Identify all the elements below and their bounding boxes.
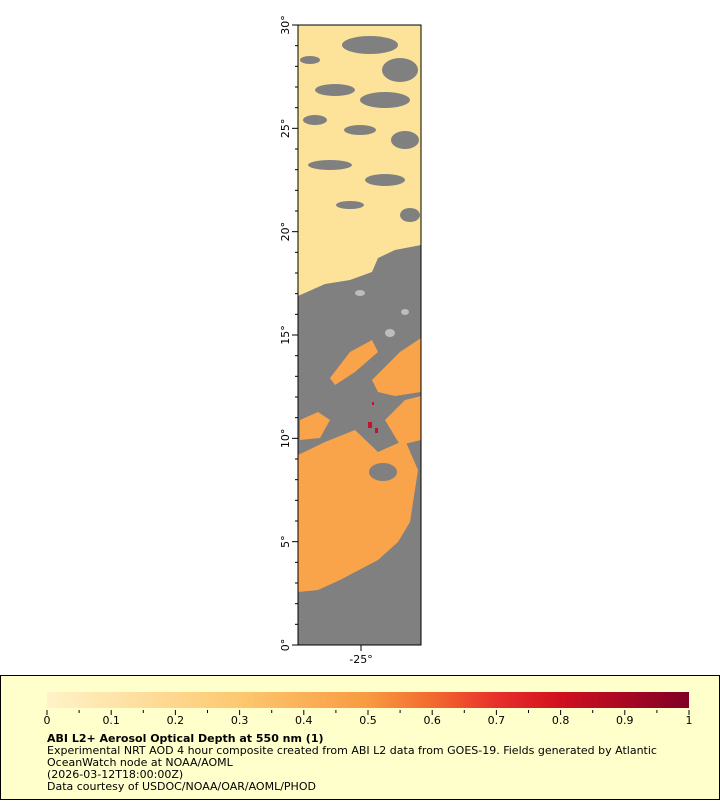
colorbar-label: 1 <box>686 714 693 727</box>
legend-line: Experimental NRT AOD 4 hour composite cr… <box>47 744 657 757</box>
cloud-gaps <box>300 36 420 222</box>
clear-patches <box>355 290 409 337</box>
colorbar <box>47 692 689 708</box>
colorbar-label: 0.5 <box>359 714 377 727</box>
lon-label: -25° <box>349 653 372 666</box>
legend-line: OceanWatch node at NOAA/AOML <box>47 756 234 769</box>
map: -25° <box>297 24 422 666</box>
lat-label: 20° <box>279 222 292 242</box>
legend-line: (2026-03-12T18:00:00Z) <box>47 768 183 781</box>
colorbar-label: 0.1 <box>102 714 120 727</box>
legend-line: Data courtesy of USDOC/NOAA/OAR/AOML/PHO… <box>47 780 316 793</box>
lat-label: 0° <box>279 639 292 652</box>
colorbar-label: 0.2 <box>167 714 185 727</box>
legend-title: ABI L2+ Aerosol Optical Depth at 550 nm … <box>47 732 324 745</box>
lat-label: 10° <box>279 429 292 449</box>
colorbar-label: 0.7 <box>488 714 506 727</box>
lat-label: 25° <box>279 119 292 139</box>
lat-label: 30° <box>279 15 292 35</box>
colorbar-label: 0.4 <box>295 714 313 727</box>
colorbar-label: 0.3 <box>231 714 249 727</box>
colorbar-label: 0.8 <box>552 714 570 727</box>
high-aod-specks <box>368 402 378 433</box>
colorbar-label: 0.6 <box>423 714 441 727</box>
lat-label: 5° <box>279 535 292 548</box>
lat-label: 15° <box>279 325 292 345</box>
legend: ABI L2+ Aerosol Optical Depth at 550 nm … <box>0 675 720 800</box>
colorbar-label: 0.9 <box>616 714 634 727</box>
colorbar-label: 0 <box>44 714 51 727</box>
cloud-gap <box>369 463 397 481</box>
